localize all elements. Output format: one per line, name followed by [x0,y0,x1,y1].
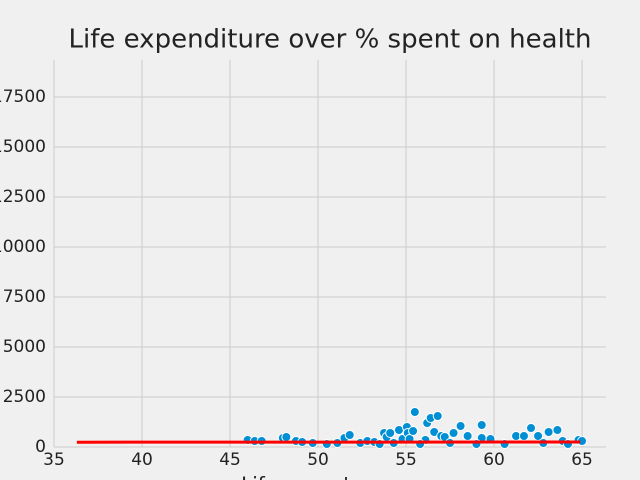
x-tick-label: 65 [571,450,593,470]
scatter-point [409,407,420,417]
scatter-point [448,428,459,438]
chart-title: Life expenditure over % spent on health [69,25,592,55]
y-tick-label: 0 [35,437,46,457]
scatter-point [462,431,473,441]
scatter-point [533,431,544,441]
y-tick-label: 10000 [0,237,46,257]
y-tick-label: 15000 [0,137,46,157]
y-tick-label: 7500 [3,287,46,307]
x-axis-label: Life expectancy [241,473,399,480]
scatter-point [385,428,396,438]
x-tick-label: 35 [43,450,65,470]
x-tick-label: 50 [307,450,329,470]
scatter-point [281,432,292,442]
scatter-point [552,425,563,435]
scatter-point [432,411,443,421]
y-tick-label: 5000 [3,337,46,357]
y-tick-label: 17500 [0,87,46,107]
x-tick-label: 45 [219,450,241,470]
y-tick-label: 2500 [3,387,46,407]
x-tick-label: 60 [483,450,505,470]
x-tick-label: 55 [395,450,417,470]
scatter-point [408,426,419,436]
x-tick-label: 40 [131,450,153,470]
scatter-point [543,427,554,437]
scatter-point [476,420,487,430]
scatter-point [455,421,466,431]
scatter-point [526,423,537,433]
scatter-point [344,430,355,440]
y-tick-label: 12500 [0,187,46,207]
scatter-point [518,431,529,441]
